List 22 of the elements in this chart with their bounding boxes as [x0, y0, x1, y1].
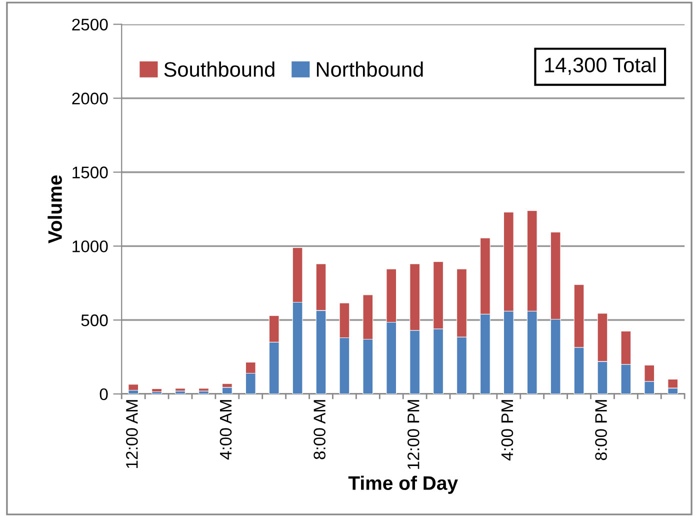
y-tick-label: 1500: [72, 166, 108, 178]
legend-label: Southbound: [164, 62, 274, 77]
bar: [152, 388, 162, 392]
y-tick-label: 2500: [72, 18, 108, 30]
x-axis-title: Time of Day: [348, 476, 458, 494]
x-tick-label: 4:00 PM: [501, 400, 514, 460]
bar: [222, 387, 232, 394]
bar: [175, 388, 186, 392]
x-tick-label: 12:00 PM: [408, 400, 420, 469]
annotation: 14,300 Total: [545, 57, 656, 75]
x-tick-label: 12:00 AM: [126, 400, 138, 468]
bar: [198, 388, 209, 392]
x-tick-label: 4:00 AM: [220, 400, 232, 460]
y-tick-label: 1000: [72, 240, 108, 252]
bar: [128, 384, 139, 391]
x-tick-label: 8:00 PM: [595, 400, 607, 460]
y-tick-label: 500: [81, 314, 108, 326]
y-axis-title: Volume: [48, 175, 62, 244]
x-tick-label: 8:00 AM: [314, 400, 326, 460]
y-tick-label: 0: [100, 388, 108, 400]
legend-label: Northbound: [316, 62, 423, 77]
y-tick-label: 2000: [72, 92, 108, 104]
